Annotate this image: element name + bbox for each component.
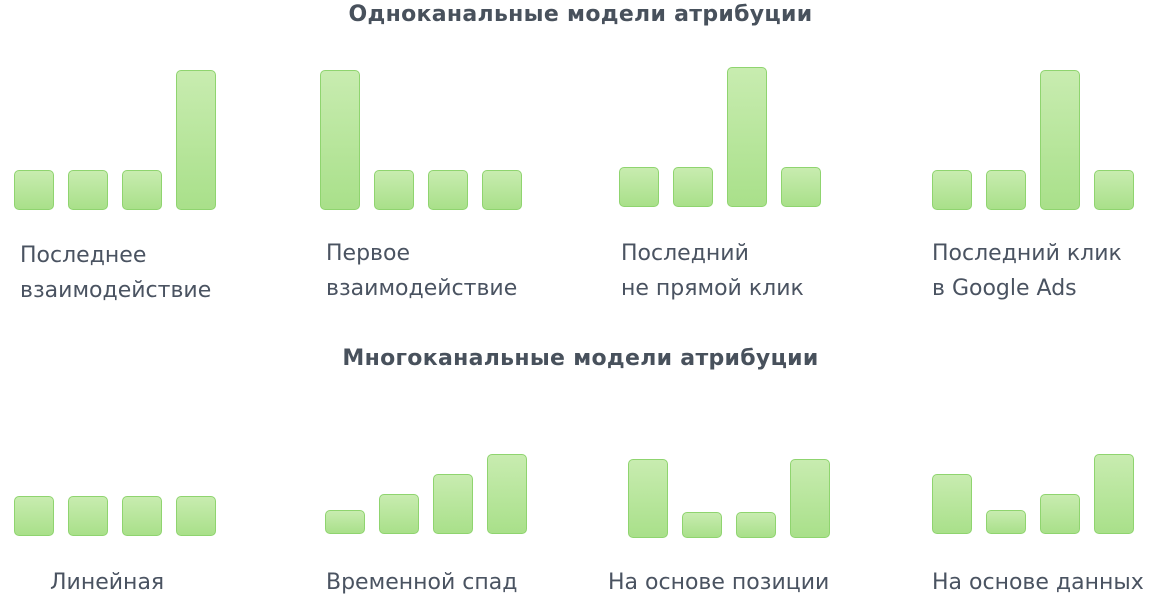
last-interaction-bar-4 bbox=[176, 70, 216, 210]
first-interaction-bar-1 bbox=[320, 70, 360, 210]
last-interaction-bar-2 bbox=[68, 170, 108, 210]
linear-bar-4 bbox=[176, 496, 216, 536]
model-chart-last-non-direct-click bbox=[619, 60, 823, 207]
model-chart-linear bbox=[14, 406, 218, 536]
model-chart-time-decay bbox=[325, 406, 527, 534]
data-driven-bar-2 bbox=[986, 510, 1026, 534]
position-based-bar-1 bbox=[628, 459, 668, 538]
model-chart-last-interaction bbox=[14, 60, 218, 210]
last-non-direct-click-bar-2 bbox=[673, 167, 713, 207]
multi-channel-section-title: Многоканальные модели атрибуции bbox=[342, 346, 819, 371]
model-label-last-non-direct-click: Последний не прямой клик bbox=[621, 241, 804, 301]
data-driven-bar-4 bbox=[1094, 454, 1134, 534]
time-decay-bar-1 bbox=[325, 510, 365, 534]
last-google-ads-click-bar-2 bbox=[986, 170, 1026, 210]
last-non-direct-click-bar-4 bbox=[781, 167, 821, 207]
last-interaction-bar-1 bbox=[14, 170, 54, 210]
last-non-direct-click-bar-1 bbox=[619, 167, 659, 207]
last-google-ads-click-bar-4 bbox=[1094, 170, 1134, 210]
position-based-bar-4 bbox=[790, 459, 830, 538]
time-decay-bar-2 bbox=[379, 494, 419, 534]
model-label-data-driven: На основе данных bbox=[932, 570, 1144, 595]
first-interaction-bar-2 bbox=[374, 170, 414, 210]
position-based-bar-2 bbox=[682, 512, 722, 538]
model-label-first-interaction: Первое взаимодействие bbox=[326, 241, 518, 301]
model-label-linear: Линейная bbox=[50, 570, 165, 595]
model-label-time-decay: Временной спад bbox=[326, 570, 518, 595]
linear-bar-2 bbox=[68, 496, 108, 536]
single-channel-section-title: Одноканальные модели атрибуции bbox=[348, 2, 813, 27]
position-based-bar-3 bbox=[736, 512, 776, 538]
first-interaction-bar-3 bbox=[428, 170, 468, 210]
model-label-last-interaction: Последнее взаимодействие bbox=[20, 243, 212, 303]
model-label-position-based: На основе позиции bbox=[608, 570, 830, 595]
model-chart-first-interaction bbox=[320, 60, 524, 210]
time-decay-bar-4 bbox=[487, 454, 527, 534]
model-chart-data-driven bbox=[932, 406, 1136, 534]
linear-bar-3 bbox=[122, 496, 162, 536]
last-interaction-bar-3 bbox=[122, 170, 162, 210]
last-google-ads-click-bar-3 bbox=[1040, 70, 1080, 210]
data-driven-bar-3 bbox=[1040, 494, 1080, 534]
first-interaction-bar-4 bbox=[482, 170, 522, 210]
time-decay-bar-3 bbox=[433, 474, 473, 534]
last-non-direct-click-bar-3 bbox=[727, 67, 767, 207]
linear-bar-1 bbox=[14, 496, 54, 536]
last-google-ads-click-bar-1 bbox=[932, 170, 972, 210]
data-driven-bar-1 bbox=[932, 474, 972, 534]
model-label-last-google-ads-click: Последний клик в Google Ads bbox=[932, 241, 1122, 301]
model-chart-last-google-ads-click bbox=[932, 60, 1136, 210]
model-chart-position-based bbox=[628, 406, 830, 538]
